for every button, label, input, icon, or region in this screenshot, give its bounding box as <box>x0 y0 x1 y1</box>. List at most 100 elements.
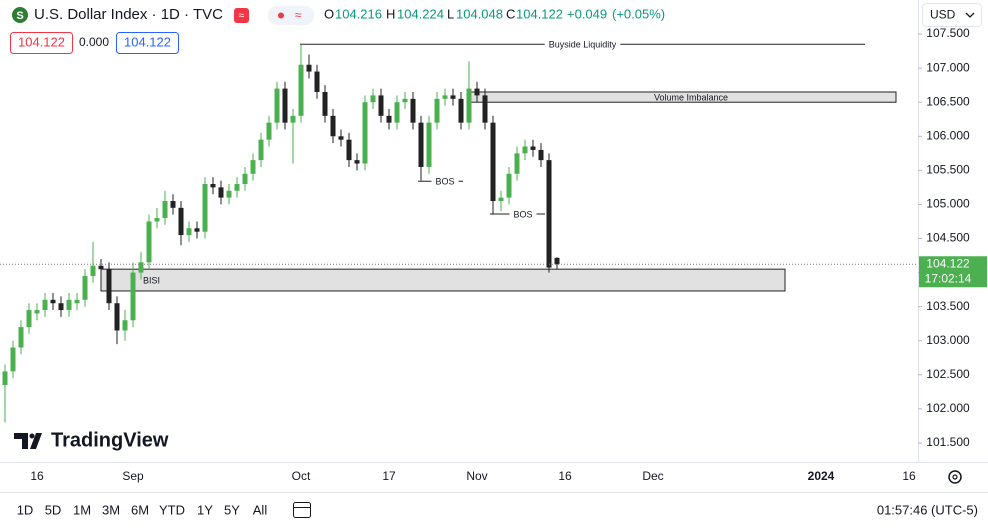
settings-icon-center <box>952 474 958 480</box>
candle-body <box>74 299 80 304</box>
candle-body <box>234 183 240 191</box>
candle-body <box>250 160 256 174</box>
candle-body <box>362 102 368 164</box>
currency-label: USD <box>930 8 956 22</box>
candle-body <box>506 173 512 198</box>
x-tick-label: 16 <box>30 469 44 483</box>
ask-box[interactable] <box>116 32 179 54</box>
settings-icon[interactable] <box>948 470 962 484</box>
level-label-bg <box>544 38 621 51</box>
range-button[interactable]: 5D <box>45 502 62 517</box>
x-tick-label: 16 <box>558 469 572 483</box>
candle-body <box>274 88 280 123</box>
status-glyph: ≈ <box>295 8 302 22</box>
high-value: 104.224 <box>397 6 444 21</box>
ask-price: 104.122 <box>124 34 171 49</box>
candle-body <box>10 347 16 372</box>
x-tick-label: Nov <box>466 469 487 483</box>
range-button[interactable]: 1Y <box>197 502 213 517</box>
y-tick-label: 103.500 <box>926 299 970 313</box>
candle-body <box>434 98 440 123</box>
candle-body <box>338 136 344 140</box>
y-tick-label: 107.500 <box>926 26 970 40</box>
symbol-title[interactable]: U.S. Dollar Index · 1D · TVC <box>34 6 223 23</box>
candle-body <box>90 265 96 276</box>
y-tick-label: 102.500 <box>926 367 970 381</box>
candle-body <box>482 95 488 123</box>
clock[interactable]: 01:57:46 (UTC-5) <box>877 502 978 517</box>
x-tick-label: 17 <box>382 469 396 483</box>
countdown-label: 17:02:14 <box>925 271 972 285</box>
candle-body <box>442 95 448 99</box>
level-label-bg <box>431 175 459 188</box>
date-range-icon[interactable] <box>293 502 311 518</box>
y-tick-label: 102.000 <box>926 401 970 415</box>
candle-body <box>242 173 248 184</box>
candle-body <box>194 228 200 232</box>
close-value: 104.122 <box>516 6 563 21</box>
range-button[interactable]: 3M <box>102 502 120 517</box>
status-pill[interactable] <box>268 6 314 25</box>
bid-box[interactable] <box>10 32 73 54</box>
candle-body <box>514 153 520 174</box>
candle-body <box>410 98 416 123</box>
plot-area: Buyside Liquidity Volume Imbalance BOS BOS B… <box>0 38 918 423</box>
range-button[interactable]: 1D <box>17 502 34 517</box>
y-tick-label: 101.500 <box>926 435 970 449</box>
range-button[interactable]: 1M <box>73 502 91 517</box>
candle-body <box>370 95 376 103</box>
candle-body <box>98 265 104 270</box>
candle-body <box>466 88 472 123</box>
range-button[interactable]: 6M <box>131 502 149 517</box>
symbol-logo <box>12 7 28 23</box>
range-button[interactable]: All <box>253 502 268 517</box>
open-label: O <box>324 6 334 21</box>
candle-body <box>418 122 424 167</box>
candle-body <box>170 201 176 208</box>
candle-body <box>50 299 56 304</box>
symbol-logo-letter: S <box>16 10 23 22</box>
level-label: Buyside Liquidity <box>549 40 617 50</box>
low-label: L <box>447 6 454 21</box>
candle-body <box>458 98 464 123</box>
candle-body <box>42 299 48 311</box>
candle-body <box>130 272 136 321</box>
candle-body <box>34 310 40 314</box>
zone-label: Volume Imbalance <box>654 92 728 102</box>
y-tick-label: 105.500 <box>926 163 970 177</box>
candle-body <box>106 269 112 304</box>
candle-body <box>258 139 264 161</box>
close-label: C <box>506 6 515 21</box>
level-label-bg <box>509 207 537 220</box>
flag-icon-glyph: ≈ <box>239 11 245 22</box>
currency-select[interactable] <box>922 3 982 27</box>
candle-body <box>530 146 536 150</box>
y-tick-label: 106.000 <box>926 128 970 142</box>
low-value: 104.048 <box>456 6 503 21</box>
candle-body <box>162 201 168 219</box>
candle-body <box>186 228 192 236</box>
high-label: H <box>386 6 395 21</box>
tv-logo-dot <box>29 433 35 439</box>
level-label: BOS <box>435 177 454 187</box>
candle-body <box>394 102 400 123</box>
candle-body <box>58 303 64 311</box>
range-button[interactable]: 5Y <box>224 502 240 517</box>
candle-body <box>114 303 120 331</box>
y-tick-label: 104.500 <box>926 231 970 245</box>
spread: 0.000 <box>79 35 109 49</box>
candle-body <box>146 221 152 263</box>
x-tick-label: Sep <box>122 469 144 483</box>
candle-body <box>82 275 88 300</box>
range-button[interactable]: YTD <box>159 502 185 517</box>
candle-body <box>498 197 504 202</box>
zone-label: BISI <box>143 275 160 285</box>
candle-body <box>18 327 24 348</box>
flag-icon[interactable] <box>234 8 249 23</box>
candle-body <box>330 115 336 137</box>
candle-body <box>490 122 496 202</box>
change-value: +0.049 <box>567 6 607 21</box>
status-dot <box>278 12 284 19</box>
open-value: 104.216 <box>335 6 382 21</box>
